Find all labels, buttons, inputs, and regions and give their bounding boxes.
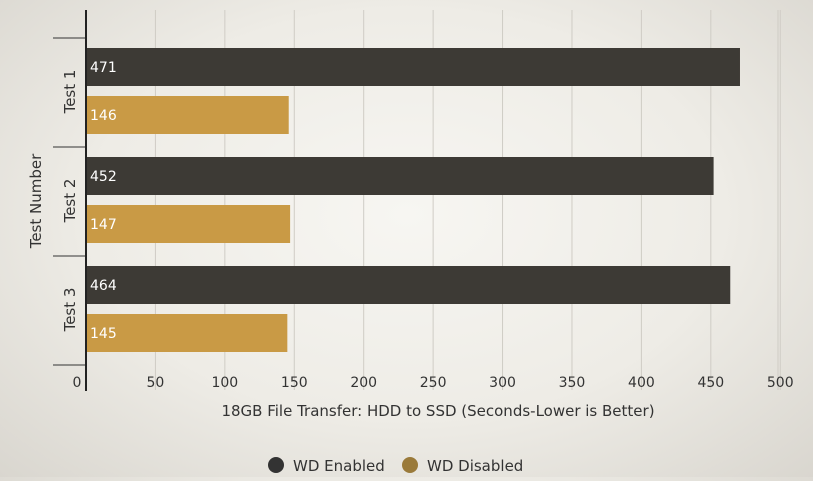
bar xyxy=(86,314,288,352)
legend-marker xyxy=(402,457,418,473)
axes: 0 50 100 150 200 250 300 350 400 450 500 Test 1 Test… xyxy=(53,10,794,391)
x-tick-label: 400 xyxy=(628,375,655,391)
bar xyxy=(86,157,714,195)
bar-value-label: 464 xyxy=(90,278,117,294)
x-tick-label: 50 xyxy=(147,375,165,391)
x-tick-label: 300 xyxy=(489,375,516,391)
y-axis-title: Test Number xyxy=(27,153,45,249)
legend-marker xyxy=(268,457,284,473)
category-label: Test 3 xyxy=(61,288,79,333)
x-tick-label: 450 xyxy=(697,375,724,391)
legend-label: WD Disabled xyxy=(427,457,523,475)
bar-value-label: 471 xyxy=(90,60,117,76)
x-tick-label: 350 xyxy=(559,375,586,391)
x-tick-label: 250 xyxy=(420,375,447,391)
bars: 471 146 452 147 464 145 xyxy=(86,48,740,352)
x-tick-label: 0 xyxy=(73,375,82,391)
x-tick-label: 150 xyxy=(281,375,308,391)
bar-value-label: 452 xyxy=(90,169,117,185)
bar-value-label: 147 xyxy=(90,217,117,233)
bar xyxy=(86,48,740,86)
x-tick-label: 100 xyxy=(211,375,238,391)
legend: WD Enabled WD Disabled xyxy=(268,457,523,475)
bar xyxy=(86,266,731,304)
bar xyxy=(86,205,291,243)
bar-value-label: 145 xyxy=(90,326,117,342)
category-label: Test 1 xyxy=(61,70,79,115)
legend-label: WD Enabled xyxy=(293,457,385,475)
x-tick-label: 200 xyxy=(350,375,377,391)
x-tick-label: 500 xyxy=(767,375,794,391)
bar-value-label: 146 xyxy=(90,108,117,124)
bar xyxy=(86,96,289,134)
category-label: Test 2 xyxy=(61,179,79,224)
x-axis-title: 18GB File Transfer: HDD to SSD (Seconds-… xyxy=(221,402,654,420)
